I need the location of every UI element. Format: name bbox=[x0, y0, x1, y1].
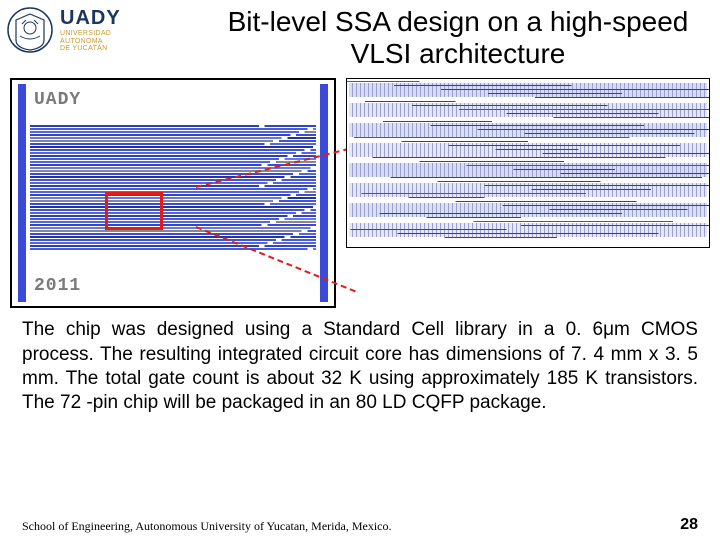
page-number: 28 bbox=[680, 516, 698, 534]
logo-sub-3: DE YUCATÁN bbox=[60, 45, 121, 53]
chip-layout-zoom bbox=[346, 78, 710, 248]
logo-sub-1: UNIVERSIDAD bbox=[60, 30, 121, 38]
university-seal-icon bbox=[6, 6, 54, 54]
routing-area bbox=[30, 124, 316, 254]
chip-layout-full: UADY 2011 bbox=[10, 78, 336, 308]
slide-title: Bit-level SSA design on a high-speed VLS… bbox=[206, 6, 710, 70]
chip-left-wrap: UADY 2011 bbox=[10, 78, 336, 308]
footer: School of Engineering, Autonomous Univer… bbox=[0, 516, 720, 534]
chip-images: UADY 2011 bbox=[0, 72, 720, 312]
logo-area: UADY UNIVERSIDAD AUTÓNOMA DE YUCATÁN bbox=[6, 6, 206, 54]
logo-acronym: UADY bbox=[60, 7, 121, 30]
chip-label-top: UADY bbox=[34, 90, 81, 110]
description-paragraph: The chip was designed using a Standard C… bbox=[0, 312, 720, 417]
zoom-highlight-box bbox=[105, 192, 163, 230]
power-rail-right bbox=[320, 84, 328, 302]
chip-label-bottom: 2011 bbox=[34, 276, 81, 296]
logo-text: UADY UNIVERSIDAD AUTÓNOMA DE YUCATÁN bbox=[60, 7, 121, 53]
power-rail-left bbox=[18, 84, 26, 302]
header: UADY UNIVERSIDAD AUTÓNOMA DE YUCATÁN Bit… bbox=[0, 0, 720, 72]
affiliation: School of Engineering, Autonomous Univer… bbox=[22, 519, 392, 534]
